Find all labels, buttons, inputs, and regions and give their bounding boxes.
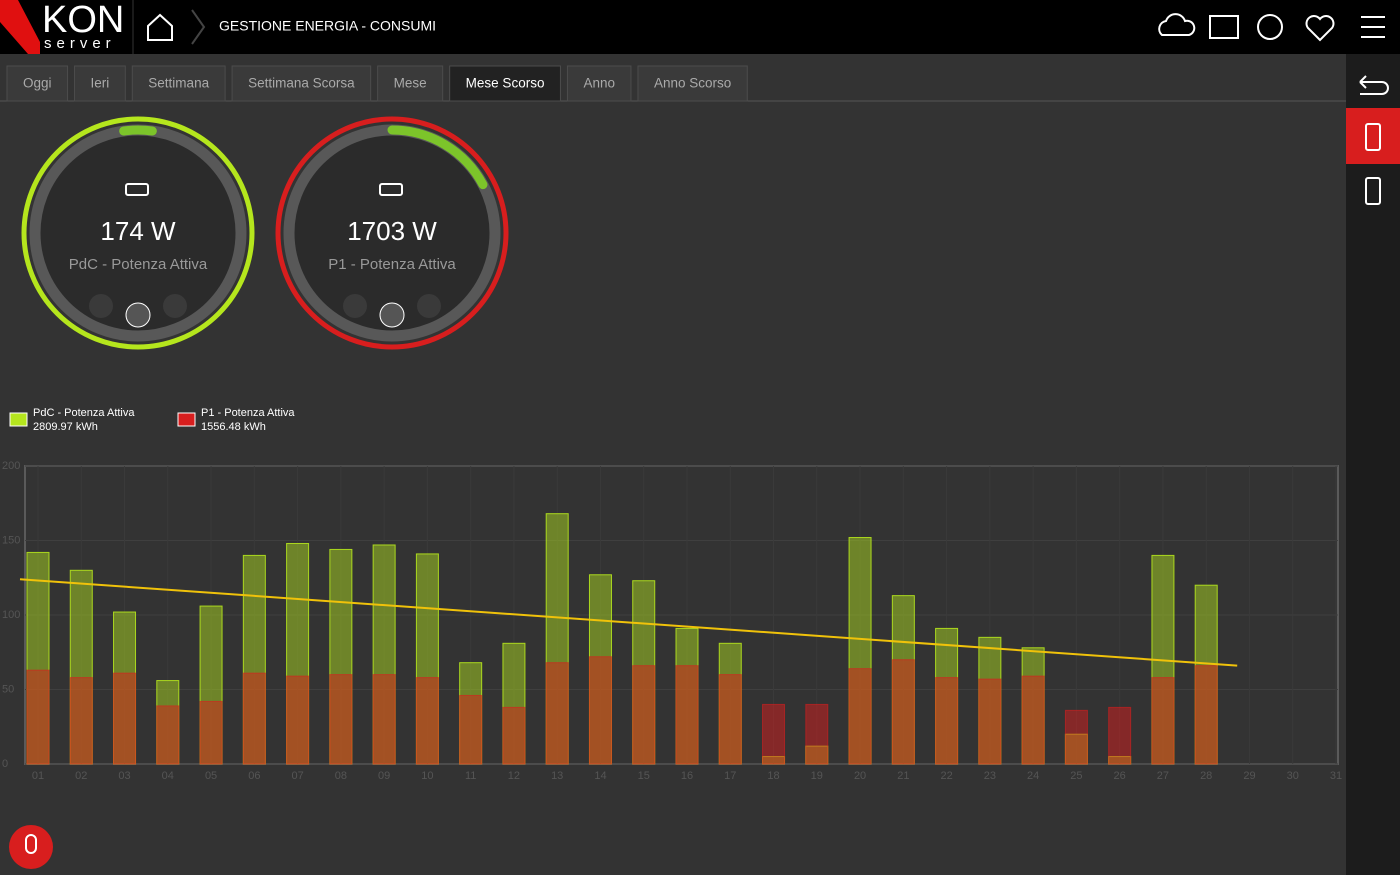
x-tick-label: 30 xyxy=(1287,770,1299,782)
y-tick-label: 150 xyxy=(2,534,20,546)
x-tick-label: 10 xyxy=(421,770,433,782)
x-tick-label: 13 xyxy=(551,770,563,782)
x-tick-label: 22 xyxy=(940,770,952,782)
x-tick-label: 05 xyxy=(205,770,217,782)
bar xyxy=(1152,678,1174,764)
tab-label: Oggi xyxy=(23,76,52,91)
legend-total: 1556.48 kWh xyxy=(201,421,266,433)
page-title: GESTIONE ENERGIA - CONSUMI xyxy=(219,18,436,34)
x-tick-label: 26 xyxy=(1114,770,1126,782)
bar xyxy=(676,666,698,764)
bar xyxy=(633,666,655,764)
tab-label: Ieri xyxy=(91,76,110,91)
x-tick-label: 16 xyxy=(681,770,693,782)
gauge-button[interactable] xyxy=(380,303,404,327)
gauge-value: 1703 W xyxy=(347,216,437,246)
battery-tab-active[interactable] xyxy=(1346,108,1400,164)
x-tick-label: 07 xyxy=(291,770,303,782)
bar xyxy=(157,706,179,764)
legend-label: PdC - Potenza Attiva xyxy=(33,407,135,419)
x-tick-label: 25 xyxy=(1070,770,1082,782)
mic-button[interactable] xyxy=(9,825,53,869)
bar xyxy=(416,678,438,764)
bar xyxy=(979,679,1001,764)
bar xyxy=(719,675,741,764)
gauge-arc xyxy=(124,130,153,131)
x-tick-label: 29 xyxy=(1243,770,1255,782)
bar xyxy=(287,676,309,764)
x-tick-label: 02 xyxy=(75,770,87,782)
gauge-name: PdC - Potenza Attiva xyxy=(69,256,208,273)
x-tick-label: 24 xyxy=(1027,770,1039,782)
bar xyxy=(200,701,222,764)
legend-swatch xyxy=(178,413,195,426)
tab-label: Settimana xyxy=(148,76,209,91)
bar xyxy=(892,660,914,764)
bar xyxy=(460,695,482,764)
bar xyxy=(936,678,958,764)
gauge-button[interactable] xyxy=(417,294,441,318)
bar xyxy=(243,673,265,764)
gauge-button[interactable] xyxy=(89,294,113,318)
legend-label: P1 - Potenza Attiva xyxy=(201,407,295,419)
legend-swatch xyxy=(10,413,27,426)
gauge-button[interactable] xyxy=(343,294,367,318)
x-tick-label: 14 xyxy=(594,770,606,782)
bar xyxy=(1022,676,1044,764)
bar xyxy=(114,673,136,764)
x-tick-label: 21 xyxy=(897,770,909,782)
bar xyxy=(546,663,568,764)
x-tick-label: 31 xyxy=(1330,770,1342,782)
tab-label: Mese xyxy=(394,76,427,91)
x-tick-label: 04 xyxy=(162,770,174,782)
x-tick-label: 08 xyxy=(335,770,347,782)
x-tick-label: 27 xyxy=(1157,770,1169,782)
x-tick-label: 20 xyxy=(854,770,866,782)
bar xyxy=(330,675,352,764)
gauge-value: 174 W xyxy=(100,216,176,246)
bar xyxy=(1065,710,1087,764)
x-tick-label: 12 xyxy=(508,770,520,782)
bar xyxy=(503,707,525,764)
tab-label: Anno xyxy=(583,76,615,91)
x-tick-label: 19 xyxy=(811,770,823,782)
bar xyxy=(806,704,828,764)
x-tick-label: 23 xyxy=(984,770,996,782)
bar xyxy=(70,678,92,764)
bar xyxy=(589,657,611,764)
x-tick-label: 11 xyxy=(465,770,476,782)
gauge-name: P1 - Potenza Attiva xyxy=(328,256,456,273)
x-tick-label: 06 xyxy=(248,770,260,782)
tab-label: Anno Scorso xyxy=(654,76,731,91)
y-tick-label: 200 xyxy=(2,460,20,472)
bar xyxy=(373,675,395,764)
logo-sub: server xyxy=(44,35,116,52)
bar xyxy=(849,669,871,764)
tab-label: Mese Scorso xyxy=(466,76,545,91)
header-bar xyxy=(0,0,1400,54)
bar xyxy=(27,670,49,764)
x-tick-label: 01 xyxy=(32,770,44,782)
gauge-button[interactable] xyxy=(163,294,187,318)
x-tick-label: 03 xyxy=(118,770,130,782)
y-tick-label: 50 xyxy=(2,683,14,695)
bar xyxy=(1109,707,1131,764)
x-tick-label: 28 xyxy=(1200,770,1212,782)
tab-label: Settimana Scorsa xyxy=(248,76,355,91)
gauge-button[interactable] xyxy=(126,303,150,327)
y-tick-label: 0 xyxy=(2,758,8,770)
bar xyxy=(1195,666,1217,764)
bar xyxy=(763,704,785,764)
x-tick-label: 18 xyxy=(767,770,779,782)
x-tick-label: 17 xyxy=(724,770,736,782)
y-tick-label: 100 xyxy=(2,609,20,621)
legend-total: 2809.97 kWh xyxy=(33,421,98,433)
x-tick-label: 15 xyxy=(638,770,650,782)
x-tick-label: 09 xyxy=(378,770,390,782)
